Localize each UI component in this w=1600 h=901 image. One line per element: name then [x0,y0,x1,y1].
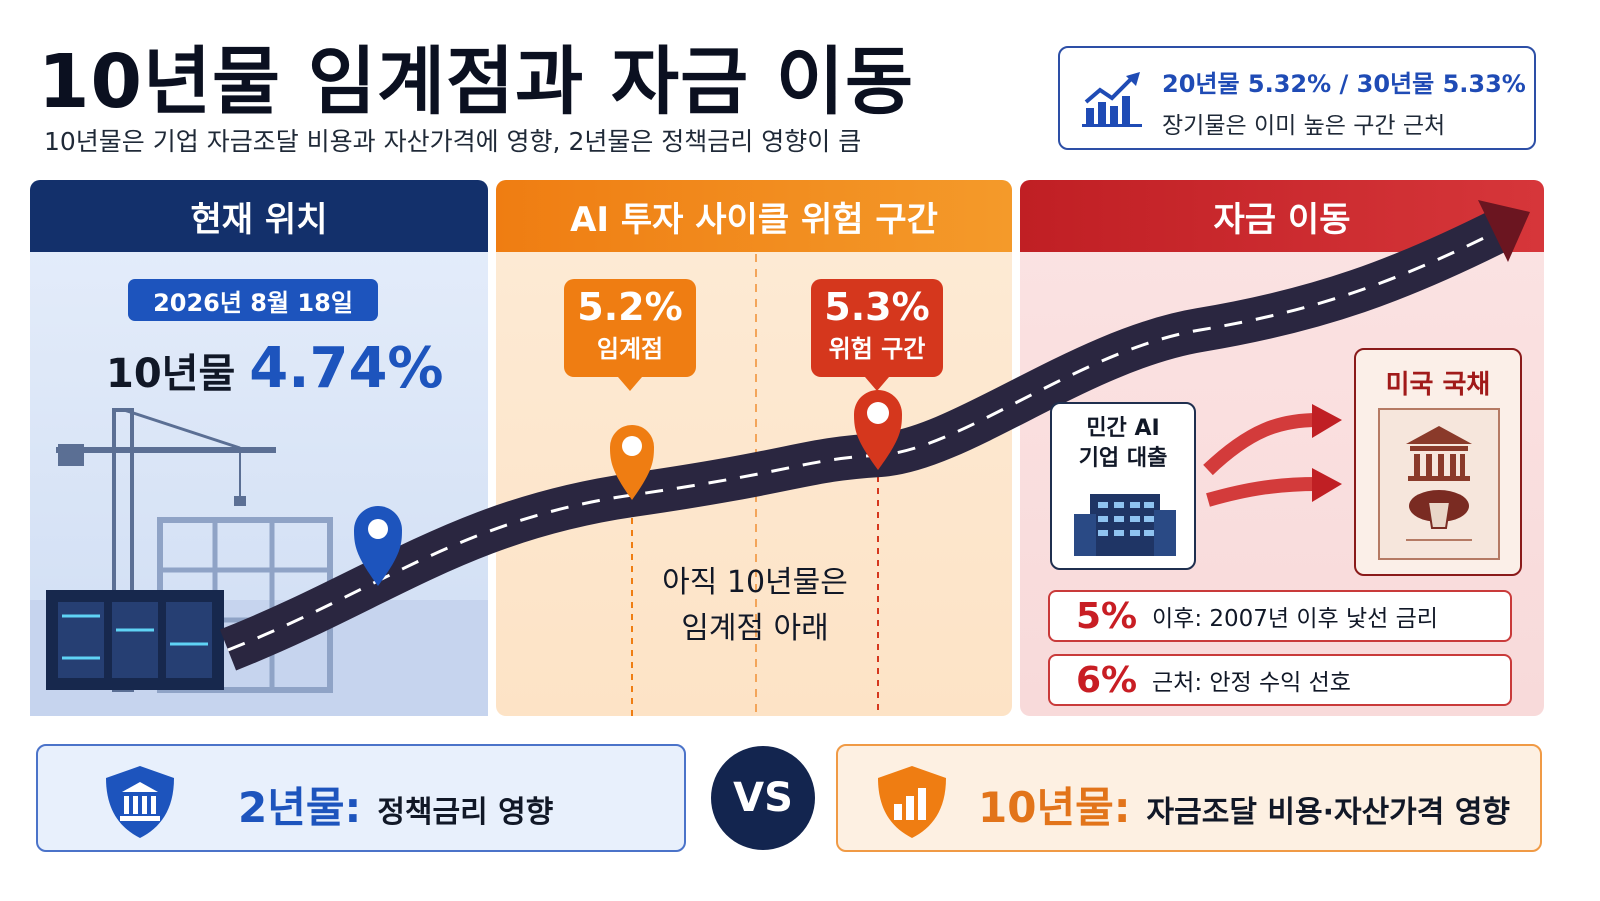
page-title: 10년물 임계점과 자금 이동 [38,39,915,125]
two-year-box: 2년물: 정책금리 영향 [36,744,686,852]
rate-5-text: 이후: 2007년 이후 낯선 금리 [1152,606,1438,632]
private-ai-loan-box: 민간 AI 기업 대출 [1050,402,1196,570]
rate-5-value: 5% [1076,595,1138,637]
us-treasury-box: 미국 국채 [1354,348,1522,576]
two-year-desc: 정책금리 영향 [377,795,554,830]
two-year-label: 2년물: [238,783,362,832]
rate-5-row: 5% 이후: 2007년 이후 낯선 금리 [1048,590,1512,642]
vs-badge: VS [711,746,815,850]
fund-flow-header: 자금 이동 [1020,180,1544,252]
rate-6-text: 근처: 안정 수익 선호 [1152,670,1351,696]
danger-callout: 5.3% 위험 구간 [811,279,943,391]
private-ai-loan-label: 민간 AI 기업 대출 [1078,416,1168,471]
current-location-pin-icon [354,506,402,586]
ten-year-label: 10년물: [978,783,1131,832]
bank-shield-icon [106,766,174,838]
chart-shield-icon [878,766,946,838]
current-position-header: 현재 위치 [30,180,488,252]
long-term-yield-note: 장기물은 이미 높은 구간 근처 [1162,113,1446,139]
treasury-certificate-icon [1378,408,1500,560]
construction-scene [30,408,488,716]
rising-bar-chart-icon [1082,72,1142,127]
fund-flow-arrows [1203,404,1342,507]
threshold-value: 5.2% [577,285,683,329]
danger-label: 위험 구간 [828,335,926,363]
below-threshold-note: 아직 10년물은 임계점 아래 [662,565,848,646]
current-yield-label: 10년물 [106,351,236,397]
danger-value: 5.3% [824,285,930,329]
us-treasury-label: 미국 국채 [1385,370,1491,400]
rate-6-value: 6% [1076,659,1138,701]
long-term-yield-box: 20년물 5.32% / 30년물 5.33% 장기물은 이미 높은 구간 근처 [1058,46,1536,150]
office-building-icon [1074,494,1176,556]
current-date-badge: 2026년 8월 18일 [128,279,378,321]
ten-year-desc: 자금조달 비용·자산가격 영향 [1146,795,1511,830]
rate-6-row: 6% 근처: 안정 수익 선호 [1048,654,1512,706]
ten-year-box: 10년물: 자금조달 비용·자산가격 영향 [836,744,1542,852]
threshold-label: 임계점 [596,335,664,363]
threshold-callout: 5.2% 임계점 [564,279,696,391]
current-yield-value: 4.74% [249,336,444,401]
page-subtitle: 10년물은 기업 자금조달 비용과 자산가격에 영향, 2년물은 정책금리 영향… [44,127,862,156]
ai-risk-panel: AI 투자 사이클 위험 구간 [496,180,1012,716]
danger-pin-icon [854,390,902,470]
threshold-pin-icon [610,425,654,500]
ai-risk-header: AI 투자 사이클 위험 구간 [496,180,1012,252]
current-yield: 10년물 4.74% [106,336,444,401]
long-term-yield-values: 20년물 5.32% / 30년물 5.33% [1162,70,1526,98]
